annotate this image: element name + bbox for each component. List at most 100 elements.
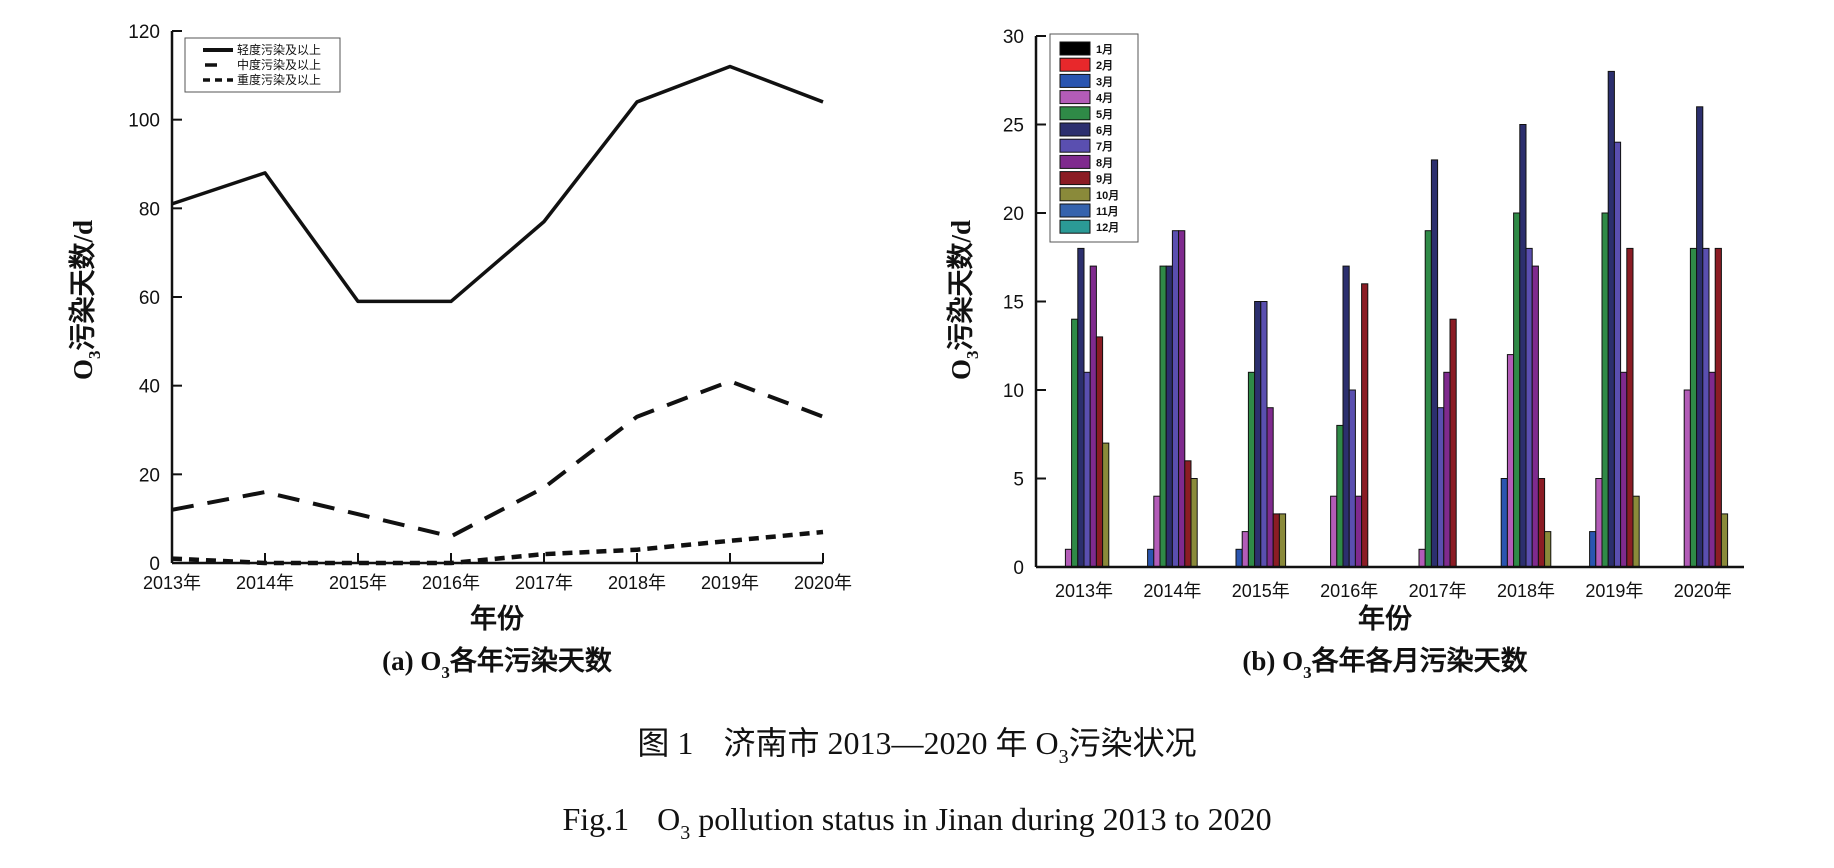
bar-2016年-5月 <box>1336 424 1344 568</box>
x-tick-label: 2019年 <box>701 573 759 593</box>
bar-2013年-4月 <box>1064 548 1073 568</box>
chart-a-plot-area <box>171 64 824 566</box>
x-tick-label: 2016年 <box>1320 581 1378 601</box>
figure-caption-english: Fig.1 O3 pollution status in Jinan during… <box>562 801 1271 844</box>
bar-2015年-9月 <box>1272 513 1280 568</box>
bar-2013年-6月 <box>1077 247 1085 568</box>
legend-label: 中度污染及以上 <box>237 57 321 72</box>
bar-2013年-8月 <box>1089 265 1097 568</box>
y-tick-label: 120 <box>128 22 160 43</box>
legend-label: 3月 <box>1096 75 1113 88</box>
legend-swatch <box>1059 106 1091 121</box>
bar-2018年-4月 <box>1506 354 1515 568</box>
y-tick-label: 20 <box>139 465 160 486</box>
legend-label: 9月 <box>1096 173 1113 186</box>
legend-label: 6月 <box>1096 124 1113 137</box>
legend-label: 轻度污染及以上 <box>237 42 321 57</box>
legend-swatch <box>1059 57 1091 72</box>
x-tick-label: 2014年 <box>236 573 294 593</box>
series-line-3 <box>171 529 824 566</box>
bar-2017年-4月 <box>1418 548 1426 568</box>
y-tick-label: 80 <box>139 199 160 220</box>
chart-b-legend: 1月 2月 3月 4月 5月 6月 7月 8月 9月 10月 11月 12月 <box>1049 33 1139 243</box>
x-tick-label: 2018年 <box>608 573 666 593</box>
bar-2015年-7月 <box>1260 301 1268 568</box>
legend-swatch <box>1059 187 1091 202</box>
legend-swatch <box>1059 90 1091 105</box>
x-tick-label: 2017年 <box>1409 581 1467 601</box>
legend-label: 11月 <box>1096 205 1119 218</box>
x-tick-label: 2020年 <box>794 573 852 593</box>
bar-2013年-7月 <box>1083 371 1091 568</box>
bar-2016年-4月 <box>1330 495 1338 568</box>
bar-2017年-9月 <box>1449 318 1457 568</box>
bar-2018年-8月 <box>1531 265 1539 568</box>
y-tick-label: 5 <box>1013 470 1024 491</box>
chart-a-x-axis-title: 年份 <box>470 603 524 634</box>
y-tick-label: 25 <box>1003 116 1024 137</box>
bar-2019年-6月 <box>1607 70 1615 568</box>
bar-2019年-8月 <box>1620 371 1628 568</box>
x-tick-label: 2015年 <box>329 573 387 593</box>
bar-2014年-8月 <box>1178 230 1186 568</box>
bar-2016年-7月 <box>1348 389 1356 568</box>
chart-a: 0 20 40 60 80 100 120 2013年 2014年 2015年 2016年 2017… <box>68 22 852 682</box>
chart-b-y-axis-title: O3污染天数/d <box>946 220 982 380</box>
bar-2016年-9月 <box>1361 283 1369 568</box>
bar-2017年-6月 <box>1430 159 1439 568</box>
x-tick-label: 2015年 <box>1232 581 1290 601</box>
legend-label: 8月 <box>1096 156 1113 169</box>
chart-a-x-axis: 2013年 2014年 2015年 2016年 2017年 2018年 2019年 2020年 <box>143 553 852 593</box>
bar-2019年-4月 <box>1595 478 1603 568</box>
bar-2019年-5月 <box>1601 212 1609 568</box>
bar-2015年-6月 <box>1254 301 1262 568</box>
legend-swatch <box>1059 73 1091 88</box>
bar-2015年-8月 <box>1266 407 1274 568</box>
chart-b-x-axis: 2013年 2014年 2015年 2016年 2017年 2018年 2019年 2020年 <box>1036 565 1744 601</box>
bar-2015年-10月 <box>1278 513 1287 568</box>
y-tick-label: 15 <box>1003 293 1024 314</box>
chart-b-x-axis-title: 年份 <box>1358 603 1412 634</box>
bar-2015年-3月 <box>1235 548 1243 568</box>
bar-2014年-3月 <box>1147 548 1155 568</box>
figure-caption-chinese: 图 1 济南市 2013—2020 年 O3污染状况 <box>637 725 1196 768</box>
legend-label: 12月 <box>1096 221 1119 234</box>
bar-2014年-5月 <box>1159 265 1167 568</box>
bar-2014年-9月 <box>1184 460 1192 568</box>
bar-2016年-8月 <box>1354 495 1363 568</box>
legend-swatch <box>1059 171 1091 186</box>
x-tick-label: 2013年 <box>143 573 201 593</box>
x-tick-label: 2019年 <box>1585 581 1643 601</box>
series-line-1 <box>171 64 824 304</box>
bar-2018年-10月 <box>1544 531 1552 568</box>
x-tick-label: 2018年 <box>1497 581 1555 601</box>
bar-2019年-7月 <box>1613 141 1622 568</box>
x-tick-label: 2016年 <box>422 573 480 593</box>
bar-2015年-4月 <box>1241 531 1249 568</box>
bar-2018年-6月 <box>1519 124 1527 568</box>
x-tick-label: 2014年 <box>1143 581 1201 601</box>
bar-2020年-10月 <box>1720 513 1729 568</box>
y-tick-label: 100 <box>128 111 160 132</box>
legend-label: 2月 <box>1096 59 1113 72</box>
legend-swatch <box>1059 41 1091 56</box>
y-tick-label: 20 <box>1003 204 1024 225</box>
bar-2020年-4月 <box>1683 389 1691 568</box>
y-tick-label: 60 <box>139 288 160 309</box>
legend-swatch <box>1059 138 1091 153</box>
bar-2017年-8月 <box>1443 371 1451 568</box>
legend-label: 7月 <box>1096 140 1113 153</box>
bar-2016年-6月 <box>1342 265 1350 568</box>
y-tick-label: 0 <box>149 554 160 575</box>
chart-b-plot-area <box>1064 70 1729 568</box>
bar-2018年-9月 <box>1537 478 1546 568</box>
bar-2018年-3月 <box>1500 478 1508 568</box>
bar-2014年-4月 <box>1153 495 1161 568</box>
legend-label: 4月 <box>1096 92 1113 105</box>
bar-2020年-7月 <box>1702 247 1710 568</box>
x-tick-label: 2017年 <box>515 573 573 593</box>
bar-2019年-10月 <box>1632 495 1640 568</box>
legend-swatch <box>1059 203 1091 218</box>
